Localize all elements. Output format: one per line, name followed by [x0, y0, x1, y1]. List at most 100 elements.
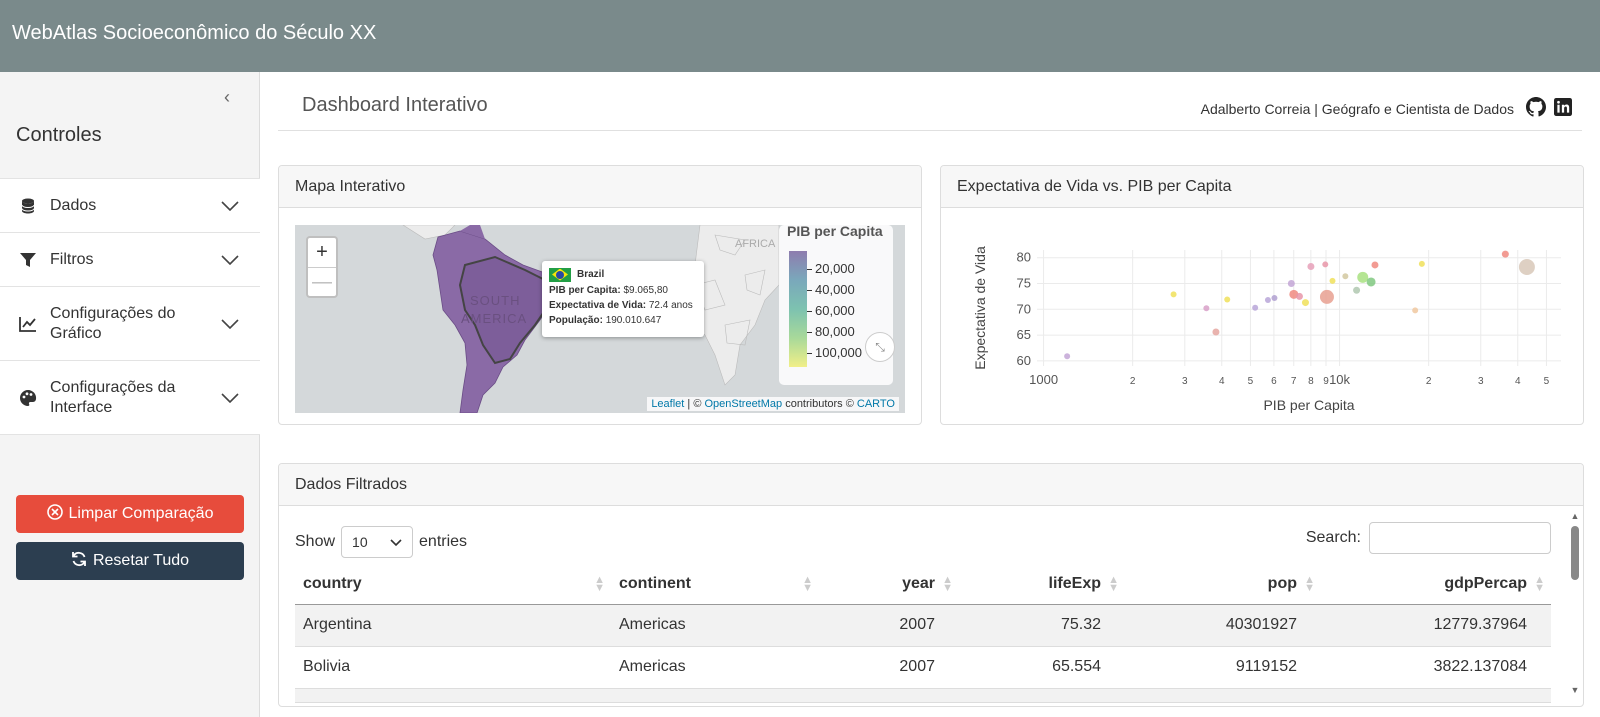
- tooltip-pop-value: 190.010.647: [605, 315, 662, 326]
- y-tick-label: 75: [1017, 276, 1031, 291]
- brazil-flag-icon: [549, 267, 571, 282]
- accordion-dados[interactable]: Dados: [0, 178, 260, 232]
- chevron-left-icon[interactable]: ‹: [224, 87, 230, 107]
- scatter-point: [1170, 291, 1177, 298]
- legend-tick: 100,000: [807, 345, 862, 360]
- github-icon[interactable]: [1526, 97, 1546, 120]
- scatter-point: [1264, 297, 1271, 304]
- accordion-label: Filtros: [50, 250, 94, 268]
- scatter-card-title: Expectativa de Vida vs. PIB per Capita: [941, 166, 1583, 208]
- scatter-point: [1357, 271, 1369, 283]
- zoom-in-button[interactable]: +: [316, 241, 328, 263]
- map-continent-label: AMERICA: [461, 311, 527, 326]
- map-attribution: Leaflet | © OpenStreetMap contributors ©…: [647, 397, 899, 411]
- accordion-filtros[interactable]: Filtros: [0, 232, 260, 286]
- interactive-map[interactable]: SOUTH AMERICA AFRICA + — Brazil PIB per …: [295, 225, 905, 413]
- sort-icon: ▲ ▼: [802, 574, 813, 594]
- entries-select[interactable]: 10: [341, 526, 414, 558]
- accordion-configuracoes-interface[interactable]: Configurações da Interface: [0, 360, 260, 434]
- x-tick-label: 9: [1323, 376, 1329, 387]
- accordion-configuracoes-grafico[interactable]: Configurações do Gráfico: [0, 286, 260, 360]
- scatter-point: [1319, 289, 1334, 304]
- scatter-point: [1203, 305, 1210, 312]
- circle-x-icon: [46, 503, 63, 525]
- zoom-out-button[interactable]: —: [308, 267, 336, 296]
- table-row[interactable]: [295, 688, 1551, 703]
- table-cell: 75.32: [959, 604, 1125, 647]
- scatter-point: [1501, 250, 1509, 258]
- scroll-thumb[interactable]: [1571, 526, 1579, 580]
- column-label: lifeExp: [1048, 574, 1101, 592]
- x-tick-label: 3: [1478, 376, 1484, 387]
- clear-comparison-button[interactable]: Limpar Comparação: [16, 495, 244, 533]
- column-header-continent[interactable]: continent ▲ ▼: [611, 564, 819, 605]
- refresh-icon: [71, 551, 87, 572]
- accordion-label: Configurações do Gráfico: [50, 304, 176, 342]
- x-tick-label: 3: [1182, 376, 1188, 387]
- reset-all-button[interactable]: Resetar Tudo: [16, 542, 244, 580]
- attribution-sep: | ©: [684, 398, 705, 410]
- scatter-point: [1322, 261, 1329, 268]
- table-card-title: Dados Filtrados: [279, 464, 1583, 506]
- scatter-point: [1224, 296, 1231, 303]
- column-label: gdpPercap: [1444, 574, 1527, 592]
- osm-link[interactable]: OpenStreetMap: [704, 398, 783, 410]
- sort-icon: ▲ ▼: [1304, 574, 1315, 594]
- table-cell: 65.554: [959, 646, 1125, 689]
- search-input[interactable]: [1369, 522, 1551, 554]
- x-tick-label: 6: [1271, 376, 1277, 387]
- linkedin-icon[interactable]: [1554, 98, 1572, 119]
- scatter-point: [1301, 299, 1309, 307]
- data-table: country ▲ ▼ continent ▲ ▼ year ▲ ▼ lifeExp ▲ ▼ p…: [295, 564, 1551, 703]
- table-cell: Americas: [611, 604, 819, 647]
- x-tick-label: 8: [1308, 376, 1314, 387]
- author-info: Adalberto Correia | Geógrafo e Cientista…: [1201, 97, 1572, 120]
- column-header-country[interactable]: country ▲ ▼: [295, 564, 611, 605]
- legend-tick: 20,000: [807, 261, 855, 276]
- column-header-lifeexp[interactable]: lifeExp ▲ ▼: [959, 564, 1125, 605]
- column-header-year[interactable]: year ▲ ▼: [819, 564, 959, 605]
- x-tick-label: 2: [1426, 376, 1432, 387]
- leaflet-link[interactable]: Leaflet: [651, 398, 685, 410]
- table-search: Search:: [1306, 522, 1551, 554]
- table-cell: 2007: [819, 646, 959, 689]
- table-scrollbar[interactable]: ▲ ▼: [1569, 510, 1581, 700]
- legend-tick: 80,000: [807, 324, 855, 339]
- chart-line-icon: [18, 314, 38, 334]
- table-cell: 2007: [819, 604, 959, 647]
- scroll-down-icon[interactable]: ▼: [1570, 685, 1580, 695]
- accordion-divider: [0, 434, 260, 435]
- x-axis-label: PIB per Capita: [1263, 397, 1354, 413]
- palette-icon: [18, 388, 38, 408]
- carto-link[interactable]: CARTO: [856, 398, 895, 410]
- entries-label: entries: [419, 533, 468, 550]
- table-card: Dados Filtrados Show 10 entries Search: …: [278, 463, 1584, 707]
- legend-tick: 60,000: [807, 303, 855, 318]
- table-row[interactable]: Bolivia Americas 2007 65.554 9119152 382…: [295, 646, 1551, 689]
- legend-title: PIB per Capita: [787, 225, 883, 239]
- map-tooltip: Brazil PIB per Capita: $9.065,80 Expecta…: [542, 261, 704, 337]
- app-title: WebAtlas Socioeconômico do Século XX: [12, 22, 377, 44]
- table-row[interactable]: Argentina Americas 2007 75.32 40301927 1…: [295, 604, 1551, 647]
- scatter-chart[interactable]: 1000 2 3 4 5 6 7 8 9 10k 2 3 4 5 60 65 70 75 80 PIB per Cap…: [957, 214, 1567, 419]
- scroll-up-icon[interactable]: ▲: [1570, 511, 1580, 521]
- chevron-down-icon: [220, 388, 240, 408]
- x-tick-label: 7: [1291, 376, 1297, 387]
- header-divider: [278, 130, 1582, 131]
- table-cell: 40301927: [1125, 604, 1321, 647]
- expand-icon[interactable]: ⤡: [865, 332, 895, 362]
- legend-tick: 40,000: [807, 282, 855, 297]
- column-label: year: [902, 574, 935, 592]
- reset-all-label: Resetar Tudo: [92, 552, 190, 569]
- column-label: pop: [1267, 574, 1297, 592]
- scatter-point: [1307, 262, 1315, 270]
- column-header-gdppercap[interactable]: gdpPercap ▲ ▼: [1321, 564, 1551, 605]
- scatter-point: [1271, 294, 1278, 301]
- x-tick-label: 2: [1130, 376, 1136, 387]
- table-cell: 12779.37964: [1321, 604, 1551, 647]
- x-tick-label: 10k: [1329, 372, 1350, 387]
- y-tick-label: 70: [1017, 301, 1031, 316]
- attribution-contrib: contributors ©: [782, 398, 857, 410]
- column-header-pop[interactable]: pop ▲ ▼: [1125, 564, 1321, 605]
- scatter-point: [1353, 286, 1361, 294]
